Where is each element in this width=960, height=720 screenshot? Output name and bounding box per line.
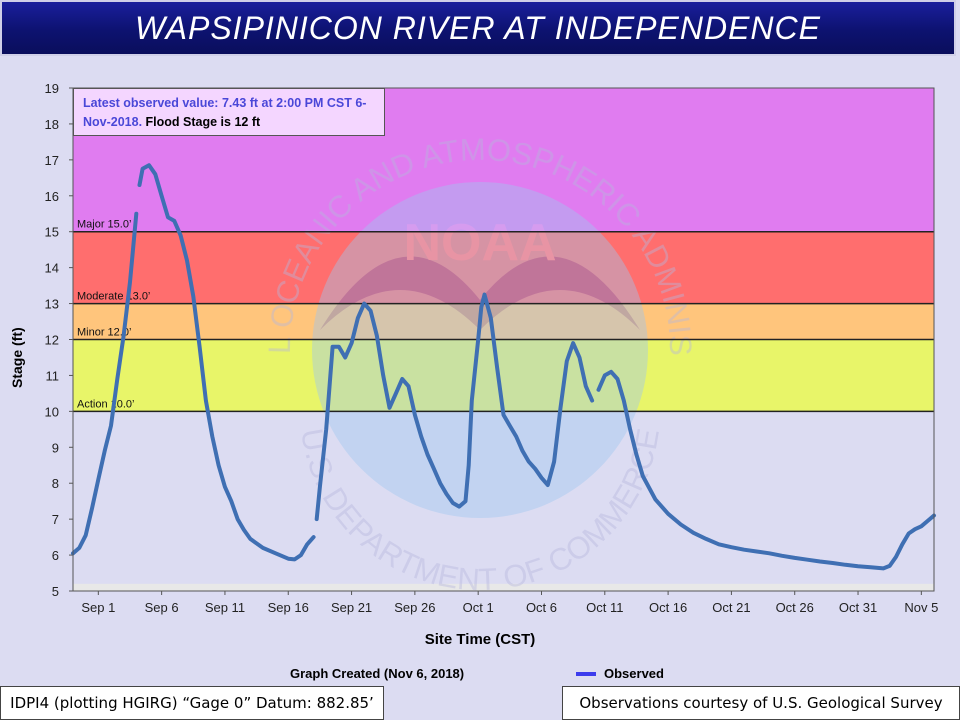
noaa-logo-bird — [320, 256, 640, 330]
noaa-logo-disk — [312, 182, 648, 518]
band-minor — [73, 303, 934, 340]
x-tick-label: Nov 5 — [904, 600, 938, 615]
y-tick-label: 18 — [45, 117, 59, 132]
threshold-label-action: Action 10.0’ — [77, 398, 134, 410]
y-tick-label: 19 — [45, 81, 59, 96]
y-tick-label: 14 — [45, 261, 59, 276]
observed-line-segment — [71, 211, 139, 556]
y-tick-label: 6 — [52, 548, 59, 563]
x-tick-label: Oct 31 — [839, 600, 877, 615]
legend-label-observed: Observed — [604, 666, 664, 681]
y-tick-label: 10 — [45, 404, 59, 419]
threshold-lines: Action 10.0’ Minor 12.0’ Moderate 13.0’ Maj… — [73, 219, 934, 413]
observed-line-segment — [314, 292, 595, 522]
datum-text: IDPI4 (plotting HGIRG) “Gage 0” Datum: 8… — [10, 694, 374, 712]
flood-stage-text: Flood Stage is 12 ft — [145, 115, 261, 129]
x-tick-label: Oct 1 — [463, 600, 494, 615]
x-tick-label: Oct 6 — [526, 600, 557, 615]
page-title: WAPSIPINICON RIVER AT INDEPENDENCE — [135, 9, 821, 46]
observed-line-segment — [137, 163, 316, 562]
threshold-label-major: Major 15.0’ — [77, 219, 131, 231]
y-axis-label: Stage (ft) — [9, 327, 25, 388]
y-axis-ticks: 5 6 7 8 9 10 11 12 13 14 15 16 17 18 19 — [45, 81, 73, 599]
band-action — [73, 339, 934, 412]
graph-created-label: Graph Created (Nov 6, 2018) — [290, 666, 465, 681]
y-axis-label-wrap: Stage (ft) — [2, 327, 32, 390]
x-tick-label: Oct 16 — [649, 600, 687, 615]
latest-observation-box: Latest observed value: 7.43 ft at 2:00 P… — [73, 88, 385, 136]
x-axis-ticks: Sep 1 Sep 6 Sep 11 Sep 16 Sep 21 Sep 26 Oct 1 O… — [81, 591, 938, 615]
x-tick-label: Sep 21 — [331, 600, 372, 615]
y-tick-label: 11 — [46, 368, 60, 383]
courtesy-box: Observations courtesy of U.S. Geological… — [562, 686, 960, 720]
observed-series — [71, 163, 936, 571]
title-bar: WAPSIPINICON RIVER AT INDEPENDENCE — [0, 0, 956, 56]
legend: Observed — [576, 666, 664, 681]
threshold-label-minor: Minor 12.0’ — [77, 327, 131, 339]
plot-frame — [72, 87, 935, 592]
threshold-label-moderate: Moderate 13.0’ — [77, 291, 150, 303]
y-tick-label: 8 — [52, 476, 59, 491]
x-tick-label: Oct 21 — [712, 600, 750, 615]
x-axis-label: Site Time (CST) — [424, 631, 536, 648]
observed-line-segment — [596, 369, 936, 571]
y-tick-label: 7 — [52, 512, 59, 527]
hydrograph-chart: NOAA NATIONAL OCEANIC AND ATMOSPHERIC AD… — [0, 56, 938, 615]
x-tick-label: Sep 11 — [205, 600, 245, 615]
y-tick-label: 12 — [45, 333, 59, 348]
x-tick-label: Oct 11 — [586, 600, 623, 615]
y-tick-label: 9 — [52, 440, 59, 455]
latest-observed-text: Latest observed value: 7.43 ft at 2:00 P… — [83, 96, 367, 129]
band-moderate — [73, 231, 934, 304]
y-tick-label: 13 — [45, 297, 59, 312]
y-tick-label: 16 — [45, 189, 59, 204]
legend-swatch-observed — [576, 671, 596, 676]
band-floor — [73, 583, 934, 591]
x-tick-label: Sep 26 — [394, 600, 435, 615]
y-tick-label: 17 — [45, 153, 59, 168]
y-tick-label: 5 — [52, 584, 59, 599]
datum-box: IDPI4 (plotting HGIRG) “Gage 0” Datum: 8… — [0, 686, 384, 720]
noaa-logo-text: NOAA — [403, 214, 556, 272]
y-tick-label: 15 — [45, 225, 59, 240]
x-tick-label: Sep 6 — [145, 600, 179, 615]
x-tick-label: Sep 16 — [268, 600, 309, 615]
x-tick-label: Oct 26 — [776, 600, 814, 615]
courtesy-text: Observations courtesy of U.S. Geological… — [579, 694, 943, 712]
band-normal — [73, 411, 934, 591]
x-tick-label: Sep 1 — [81, 600, 115, 615]
